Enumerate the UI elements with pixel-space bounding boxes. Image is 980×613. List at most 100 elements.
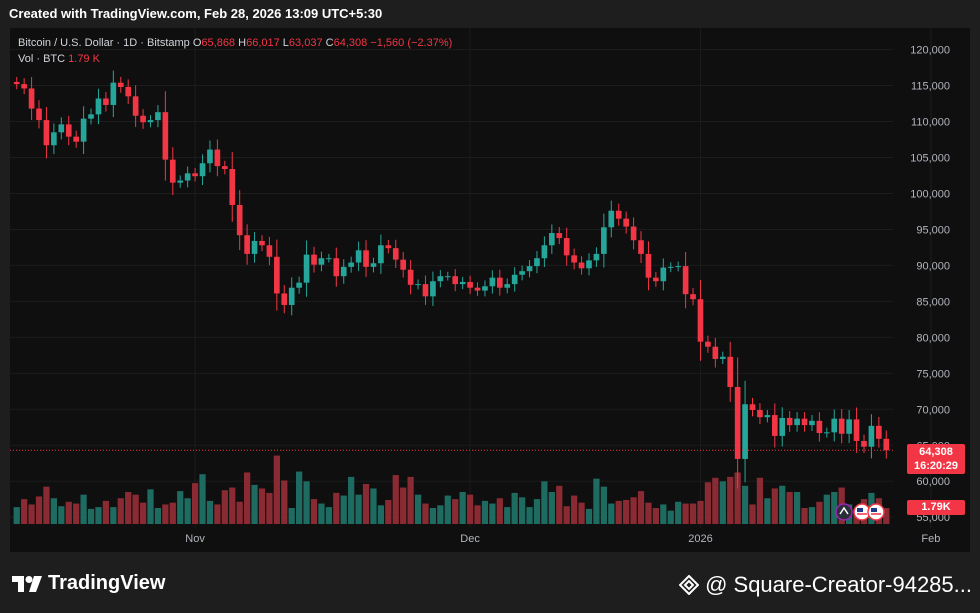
y-tick-label: 95,000 — [916, 224, 950, 236]
volume-bar — [377, 505, 385, 524]
candle-body — [326, 258, 332, 260]
candle-body — [415, 284, 421, 286]
volume-bar — [273, 455, 280, 524]
candle-body — [444, 276, 451, 278]
chart-area[interactable]: 55,00060,00065,00070,00075,00080,00085,0… — [10, 28, 970, 552]
chart-header: Created with TradingView.com, Feb 28, 20… — [0, 0, 980, 28]
candle-body — [169, 159, 176, 183]
volume-bar — [281, 480, 288, 524]
candle-body — [430, 281, 436, 297]
candle-body — [549, 233, 555, 246]
volume-bar — [21, 499, 28, 524]
candle-body — [296, 282, 302, 288]
candle-body — [51, 132, 57, 146]
volume-bar — [682, 503, 689, 524]
volume-bar — [771, 488, 778, 524]
candle-body — [742, 404, 748, 459]
volume-bar — [243, 472, 251, 524]
volume-bar — [689, 503, 697, 524]
candle-body — [207, 149, 213, 164]
volume-bar — [593, 478, 600, 524]
volume-bar — [474, 505, 481, 524]
volume-bar — [355, 494, 362, 524]
volume-bar — [147, 489, 154, 524]
volume-bar — [43, 486, 50, 524]
candle-body — [407, 269, 414, 285]
candle-body — [340, 266, 347, 277]
candle-body — [876, 425, 882, 439]
candle-body — [13, 81, 20, 85]
volume-bar — [756, 477, 764, 524]
binance-diamond-icon — [679, 575, 700, 595]
tradingview-logo[interactable]: TradingView — [12, 572, 165, 595]
volume-bar — [125, 492, 132, 524]
volume-bar — [808, 507, 816, 524]
candle-body — [868, 425, 875, 447]
candle-body — [266, 245, 273, 257]
volume-bar — [541, 481, 548, 524]
volume-bar — [296, 471, 303, 524]
volume-bar — [429, 508, 437, 524]
volume-bar — [823, 494, 830, 524]
candle-body — [534, 258, 540, 267]
volume-bar — [392, 475, 399, 524]
candle-body — [162, 112, 169, 160]
legend-high-value: 66,017 — [246, 37, 280, 49]
x-tick-label: Nov — [185, 533, 205, 545]
economic-events-icon[interactable] — [834, 502, 886, 522]
volume-bar — [801, 508, 808, 524]
candle-body — [117, 82, 124, 87]
volume-bar — [110, 507, 117, 524]
creator-watermark: @ Square-Creator-94285... — [679, 572, 972, 598]
volume-bar — [400, 487, 407, 524]
candle-body — [73, 136, 79, 142]
candle-body — [140, 115, 146, 123]
x-tick-label: Dec — [460, 533, 480, 545]
volume-bar — [786, 492, 793, 524]
legend-open-value: 65,868 — [201, 37, 236, 49]
volume-bar — [177, 491, 184, 524]
legend-close-value: 64,308 — [333, 37, 368, 49]
candle-body — [608, 210, 615, 228]
candle-body — [786, 417, 793, 426]
volume-bar — [526, 507, 533, 524]
candle-body — [682, 266, 689, 295]
candle-body — [348, 262, 354, 267]
candle-body — [675, 266, 682, 268]
volume-bar — [675, 501, 682, 524]
candle-body — [853, 419, 860, 441]
legend-vol-value: 1.79 K — [68, 53, 100, 65]
volume-bar — [623, 500, 630, 524]
candle-body — [88, 114, 94, 119]
volume-bar — [652, 508, 660, 524]
volume-bar — [452, 499, 459, 524]
price-chart[interactable]: 55,00060,00065,00070,00075,00080,00085,0… — [10, 28, 970, 552]
candle-body — [601, 227, 607, 254]
volume-bar — [50, 498, 57, 524]
volume-bar — [65, 501, 72, 524]
volume-bar — [496, 498, 503, 524]
legend-high-label: H — [238, 37, 247, 49]
volume-bar — [667, 510, 674, 524]
candle-body — [244, 235, 250, 254]
candle-body — [824, 432, 830, 434]
volume-bar — [608, 503, 615, 524]
candle-body — [333, 258, 340, 277]
candle-body — [103, 98, 109, 105]
candle-body — [28, 88, 35, 109]
volume-bar — [444, 495, 451, 524]
candle-body — [474, 287, 481, 291]
y-tick-label: 120,000 — [910, 45, 950, 57]
y-tick-label: 85,000 — [916, 296, 950, 308]
candle-body — [667, 266, 674, 268]
volume-bar — [734, 472, 741, 524]
volume-bar — [266, 492, 273, 524]
volume-bar — [303, 481, 310, 524]
volume-bar — [251, 484, 258, 524]
candle-body — [303, 254, 310, 283]
volume-bar — [637, 491, 645, 524]
candle-body — [58, 124, 65, 133]
volume-bar — [318, 503, 325, 524]
candle-body — [705, 341, 711, 347]
candle-body — [236, 204, 243, 236]
